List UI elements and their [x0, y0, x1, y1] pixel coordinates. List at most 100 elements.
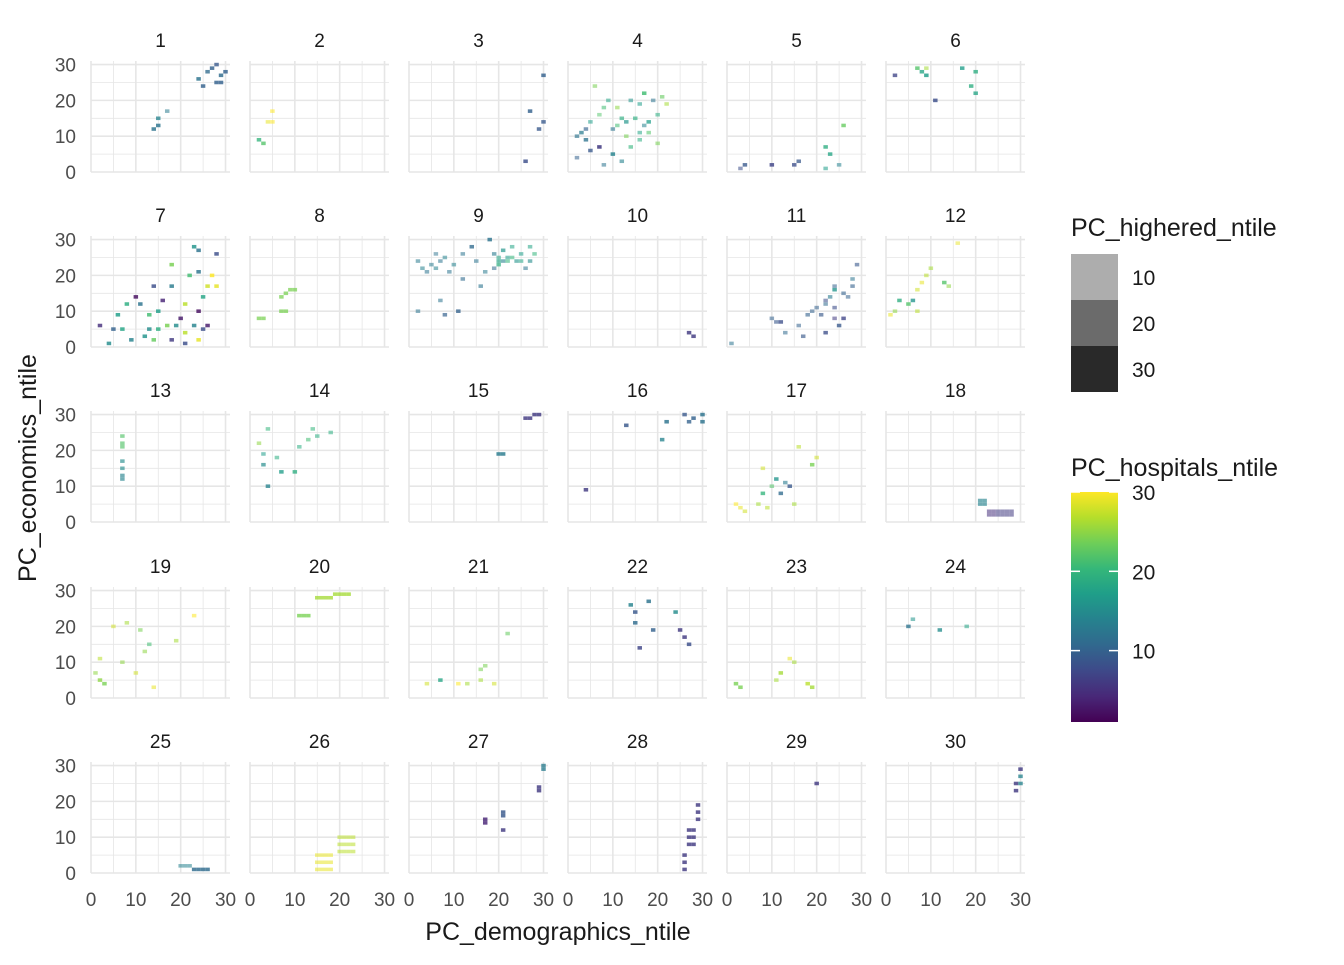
heatmap-tile — [700, 412, 705, 417]
heatmap-tile — [892, 73, 898, 78]
x-tick-label: 10 — [125, 890, 146, 911]
heatmap-tile — [337, 842, 342, 847]
heatmap-tile — [142, 649, 148, 654]
heatmap-tile — [433, 266, 439, 271]
heatmap-tile — [792, 502, 797, 506]
heatmap-tile — [478, 678, 483, 682]
heatmap-tile — [200, 867, 206, 872]
heatmap-tile — [827, 152, 833, 156]
heatmap-tile — [187, 864, 192, 868]
heatmap-tile — [924, 66, 929, 70]
heatmap-tile — [319, 860, 324, 865]
heatmap-tile — [691, 416, 696, 420]
heatmap-tile — [288, 287, 293, 292]
heatmap-tile — [973, 69, 978, 74]
heatmap-tile — [120, 441, 125, 446]
heatmap-tile — [120, 473, 125, 478]
heatmap-tile — [774, 678, 779, 682]
facet-strip-label: 19 — [150, 557, 171, 578]
facet-panel-12: 12 — [885, 206, 1025, 348]
heatmap-tile — [809, 309, 815, 313]
heatmap-tile — [787, 656, 793, 661]
heatmap-tile — [142, 334, 148, 339]
facet-panel-25: 25 0 10 20 30 0 10 20 30 — [55, 732, 236, 911]
heatmap-tile — [800, 334, 806, 339]
heatmap-tile — [191, 867, 197, 872]
heatmap-tile — [442, 255, 448, 260]
facet-strip-label: 22 — [627, 557, 648, 578]
heatmap-tile — [279, 309, 284, 313]
legend-hospitals-label: 20 — [1132, 561, 1155, 584]
heatmap-tile — [429, 262, 434, 267]
x-tick-label: 10 — [443, 890, 464, 911]
legend-highered-key — [1071, 346, 1118, 392]
heatmap-tile — [120, 466, 125, 471]
heatmap-tile — [836, 323, 842, 328]
heatmap-tile — [415, 309, 421, 313]
heatmap-tile — [191, 323, 197, 328]
heatmap-tile — [323, 853, 329, 857]
x-tick-label: 30 — [533, 890, 554, 911]
heatmap-tile — [120, 660, 125, 664]
heatmap-tile — [292, 470, 298, 474]
heatmap-tile — [319, 867, 324, 872]
heatmap-tile — [946, 284, 952, 288]
x-tick-label: 30 — [692, 890, 713, 911]
heatmap-tile — [523, 159, 528, 164]
x-tick-label: 20 — [647, 890, 668, 911]
heatmap-tile — [1000, 509, 1005, 514]
facet-strip-label: 9 — [473, 206, 484, 227]
y-tick-label: 20 — [55, 91, 76, 112]
facet-panel-30: 30 0 10 20 30 — [881, 732, 1031, 911]
legend-highered-key — [1071, 254, 1118, 300]
heatmap-tile — [323, 860, 329, 865]
y-tick-label: 10 — [55, 477, 76, 498]
heatmap-tile — [1004, 513, 1010, 517]
heatmap-tile — [173, 638, 179, 643]
facet-strip-label: 7 — [155, 206, 166, 227]
heatmap-tile — [928, 266, 934, 271]
facet-panel-22: 22 — [567, 557, 707, 699]
heatmap-tile — [919, 69, 925, 74]
heatmap-tile — [496, 262, 501, 267]
heatmap-tile — [270, 109, 275, 113]
heatmap-tile — [341, 592, 347, 596]
heatmap-tile — [496, 452, 501, 456]
heatmap-tile — [823, 298, 828, 303]
facet-strip-label: 28 — [627, 732, 648, 753]
heatmap-tile — [465, 681, 470, 686]
legend-highered-label: 30 — [1132, 359, 1155, 382]
heatmap-tile — [120, 459, 125, 463]
heatmap-tile — [124, 302, 130, 306]
heatmap-tile — [420, 266, 425, 271]
heatmap-tile — [196, 338, 201, 342]
facet-panel-6: 6 — [885, 31, 1025, 173]
facet-panel-3: 3 — [408, 31, 548, 173]
heatmap-tile — [97, 323, 103, 328]
heatmap-tile — [686, 330, 692, 335]
heatmap-tile — [337, 849, 342, 854]
y-tick-label: 30 — [55, 406, 76, 427]
heatmap-tile — [292, 287, 298, 292]
y-tick-label: 0 — [65, 338, 76, 359]
heatmap-tile — [682, 412, 687, 417]
heatmap-tile — [850, 277, 855, 281]
heatmap-tile — [196, 309, 201, 313]
heatmap-tile — [691, 334, 696, 339]
legend-highered-key — [1071, 300, 1118, 346]
heatmap-tile — [637, 137, 642, 142]
heatmap-tile — [823, 302, 828, 306]
heatmap-tile — [261, 316, 266, 321]
facet-panel-10: 10 — [567, 206, 707, 348]
heatmap-tile — [1018, 774, 1023, 779]
heatmap-tile — [597, 145, 602, 149]
heatmap-tile — [160, 298, 165, 303]
heatmap-tile — [214, 62, 219, 67]
heatmap-tile — [173, 323, 179, 328]
heatmap-tile — [888, 312, 893, 317]
heatmap-tile — [301, 613, 307, 618]
heatmap-tile — [169, 262, 174, 267]
heatmap-tile — [478, 284, 483, 288]
heatmap-tile — [265, 427, 271, 431]
